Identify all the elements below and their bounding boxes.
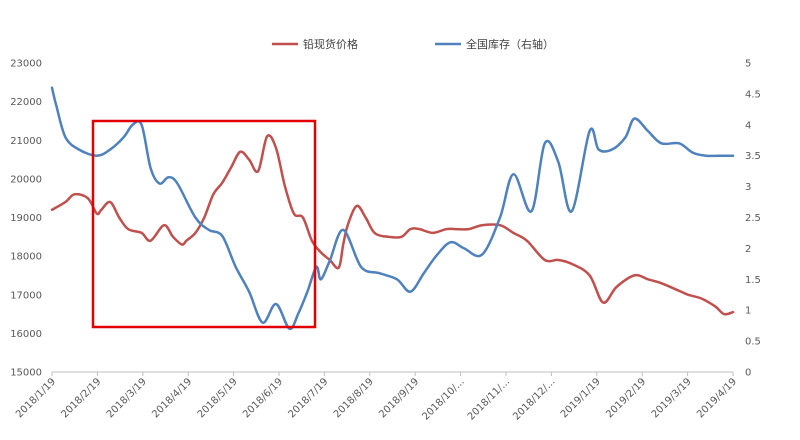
series-layer (50, 86, 735, 331)
y-tick-label-right: 3.5 (745, 151, 761, 162)
annotation-layer (91, 119, 317, 329)
legend-label: 铅现货价格 (303, 37, 358, 51)
y-tick-label-left: 15000 (10, 368, 42, 379)
series-line-inventory (50, 86, 735, 331)
y-axis-right: 0 0.5 1 1.5 2 2.5 3 3.5 4 4.5 5 (745, 59, 761, 379)
y-tick-label-right: 2 (745, 244, 751, 255)
highlight-box (91, 119, 317, 329)
y-tick-label-right: 4.5 (745, 89, 761, 100)
legend-label: 全国库存（右轴） (466, 37, 554, 51)
y-tick-label-left: 22000 (10, 97, 42, 108)
series-line-lead-price (50, 134, 735, 316)
y-tick-label-right: 2.5 (745, 213, 761, 224)
y-tick-label-left: 23000 (10, 59, 42, 70)
y-tick-label-left: 20000 (10, 174, 42, 185)
y-tick-label-right: 0 (745, 368, 751, 379)
y-tick-label-right: 1.5 (745, 275, 761, 286)
y-tick-label-right: 5 (745, 59, 751, 70)
y-axis-left: 15000 16000 17000 18000 19000 20000 21000 22000… (10, 59, 42, 379)
y-tick-label-left: 17000 (10, 290, 42, 301)
y-tick-label-left: 16000 (10, 329, 42, 340)
legend: 铅现货价格 全国库存（右轴） (272, 37, 554, 51)
y-tick-label-right: 0.5 (745, 337, 761, 348)
y-tick-label-left: 21000 (10, 136, 42, 147)
y-tick-label-left: 19000 (10, 213, 42, 224)
y-tick-label-right: 4 (745, 120, 751, 131)
y-tick-label-right: 3 (745, 182, 751, 193)
y-tick-label-left: 18000 (10, 252, 42, 263)
y-tick-label-right: 1 (745, 306, 751, 317)
